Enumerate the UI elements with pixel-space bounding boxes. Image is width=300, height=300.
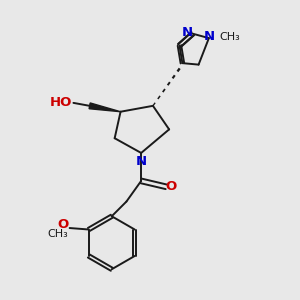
Text: N: N — [182, 26, 193, 39]
Text: N: N — [136, 155, 147, 168]
Text: O: O — [166, 180, 177, 193]
Text: N: N — [204, 30, 215, 43]
Text: CH₃: CH₃ — [47, 229, 68, 239]
Text: CH₃: CH₃ — [219, 32, 240, 42]
Polygon shape — [89, 103, 121, 112]
Text: HO: HO — [50, 96, 72, 109]
Text: O: O — [57, 218, 68, 231]
